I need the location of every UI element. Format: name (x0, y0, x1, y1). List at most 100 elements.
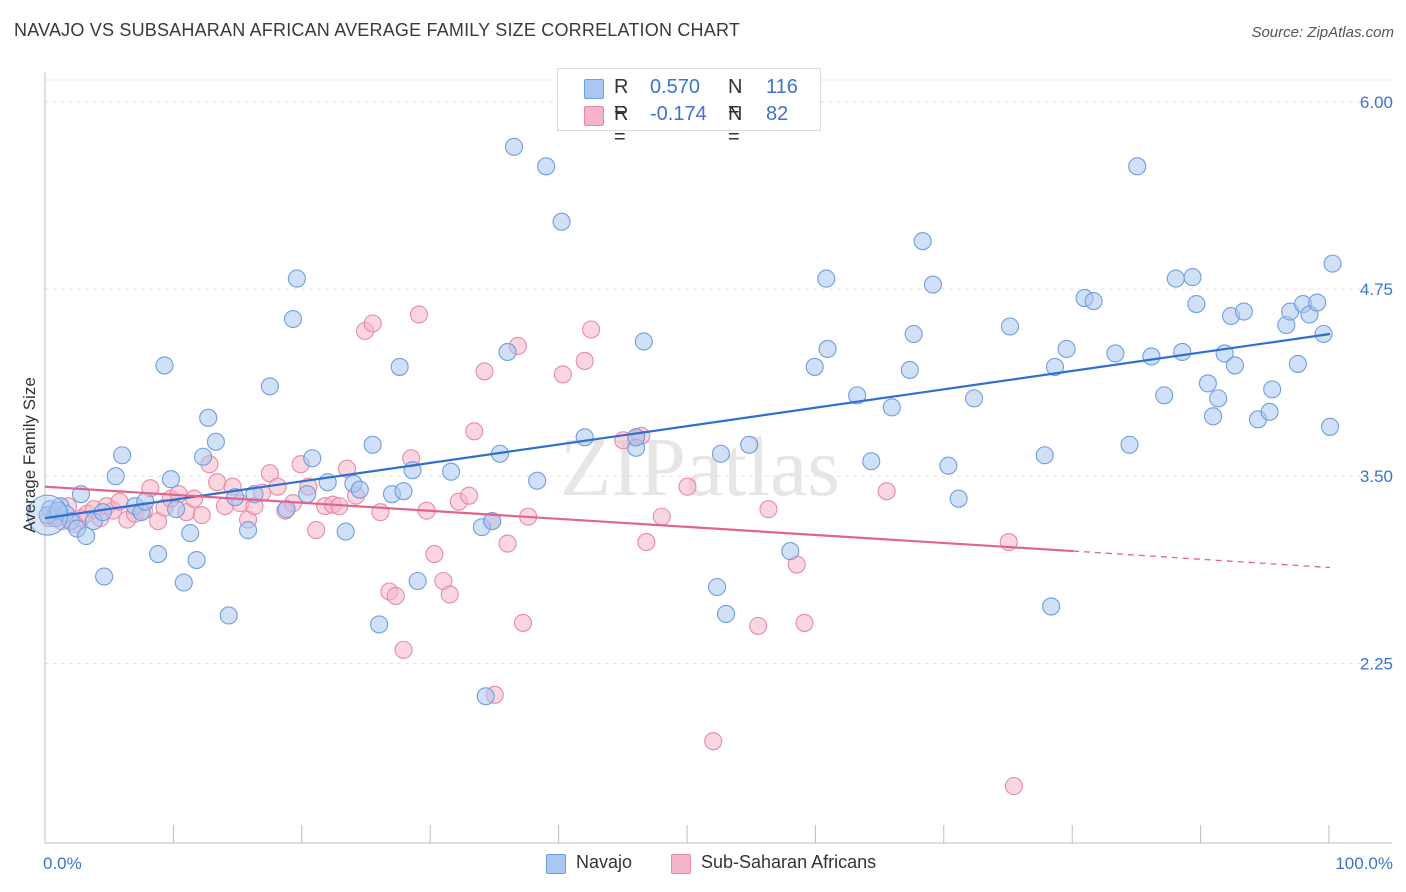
navajo-point (882, 398, 901, 417)
subsaharan-point (652, 507, 671, 526)
subsaharan-point (394, 640, 413, 659)
navajo-point (1155, 386, 1174, 405)
legend-swatch-navajo (584, 79, 604, 99)
navajo-point (1042, 597, 1061, 616)
navajo-point (1183, 268, 1202, 287)
navajo-point (194, 447, 213, 466)
navajo-point (965, 389, 984, 408)
navajo-point (781, 542, 800, 561)
bottom-legend-label-navajo: Navajo (576, 852, 633, 872)
navajo-point (442, 462, 461, 481)
navajo-point (939, 456, 958, 475)
navajo-point (1000, 317, 1020, 336)
chart-title: NAVAJO VS SUBSAHARAN AFRICAN AVERAGE FAM… (14, 20, 741, 40)
subsaharan-point (465, 422, 484, 441)
subsaharan-point (459, 486, 479, 505)
bottom-legend-swatch-subsaharan (671, 854, 691, 874)
navajo-point (716, 604, 736, 623)
subsaharan-point (637, 533, 656, 552)
subsaharan-point (513, 613, 533, 632)
legend-n-value: 116 (766, 76, 798, 98)
navajo-point (483, 512, 502, 531)
navajo-point (95, 567, 114, 586)
axes (44, 72, 1392, 844)
subsaharan-trend-line (44, 485, 1074, 553)
navajo-point (1209, 389, 1228, 408)
navajo-point (817, 269, 836, 288)
navajo-point (949, 489, 968, 508)
legend-r-value: -0.174 (650, 103, 707, 125)
navajo-point (155, 356, 174, 375)
tick-labels: 2.25 3.50 4.75 6.00 0.0% 100.0% (43, 93, 1393, 873)
trend-lines (44, 332, 1331, 569)
navajo-point (394, 482, 413, 501)
navajo-point (219, 606, 238, 625)
legend-r-value: 0.570 (650, 76, 701, 98)
navajo-point (336, 522, 355, 541)
navajo-point (106, 467, 125, 486)
subsaharan-point (371, 503, 390, 522)
navajo-point (805, 357, 824, 376)
subsaharan-point (704, 732, 723, 751)
navajo-point (363, 435, 382, 454)
navajo-point (528, 471, 547, 490)
navajo-point (1198, 374, 1217, 393)
navajo-point (260, 377, 279, 396)
navajo-point (627, 428, 646, 447)
navajo-point (575, 428, 594, 447)
subsaharan-point (759, 500, 778, 519)
navajo-point (1045, 357, 1065, 376)
navajo-point (136, 492, 155, 511)
navajo-point (1288, 354, 1307, 373)
legend-n-value: 82 (766, 103, 789, 125)
subsaharan-point (307, 521, 326, 540)
navajo-point (408, 571, 427, 591)
subsaharan-trend-extension (1072, 550, 1331, 569)
navajo-point (298, 485, 317, 504)
subsaharan-point (553, 365, 572, 384)
navajo-point (390, 357, 409, 376)
navajo-point (1263, 380, 1282, 399)
bottom-legend-label-subsaharan: Sub-Saharan Africans (701, 852, 877, 872)
subsaharan-point (363, 314, 382, 333)
navajo-trend-line (44, 332, 1331, 520)
subsaharan-point (749, 616, 768, 635)
navajo-point (161, 470, 180, 489)
subsaharan-point (498, 534, 517, 553)
x-ticks (44, 825, 1330, 843)
navajo-point (1320, 417, 1340, 436)
navajo-point (923, 275, 942, 294)
subsaharan-point (582, 320, 601, 339)
subsaharan-point (425, 545, 444, 564)
y-tick-label: 4.75 (1360, 280, 1393, 299)
legend-n-label: N = (728, 76, 743, 121)
navajo-point (1187, 294, 1206, 314)
subsaharan-point (192, 506, 211, 525)
navajo-point (900, 360, 919, 379)
y-tick-label: 3.50 (1360, 467, 1393, 486)
navajo-point (818, 339, 837, 359)
navajo-point (149, 545, 168, 564)
navajo-point (708, 577, 727, 597)
navajo-point (1166, 269, 1185, 288)
navajo-point (1308, 293, 1327, 312)
navajo-point (1035, 446, 1054, 465)
x-tick-label-max: 100.0% (1335, 854, 1393, 873)
navajo-point (740, 435, 759, 454)
navajo-point (537, 157, 556, 176)
navajo-point (552, 212, 571, 231)
navajo-point (350, 480, 369, 499)
navajo-point (634, 332, 653, 351)
navajo-point (476, 687, 495, 706)
navajo-point (1225, 356, 1244, 375)
navajo-point (174, 573, 193, 592)
navajo-point (181, 524, 200, 543)
data-points (27, 137, 1342, 796)
navajo-point (287, 269, 306, 288)
navajo-point (1204, 407, 1223, 426)
subsaharan-point (1004, 777, 1023, 796)
x-tick-label-min: 0.0% (43, 854, 82, 873)
navajo-point (77, 527, 96, 546)
legend-r-label: R = (614, 76, 629, 121)
